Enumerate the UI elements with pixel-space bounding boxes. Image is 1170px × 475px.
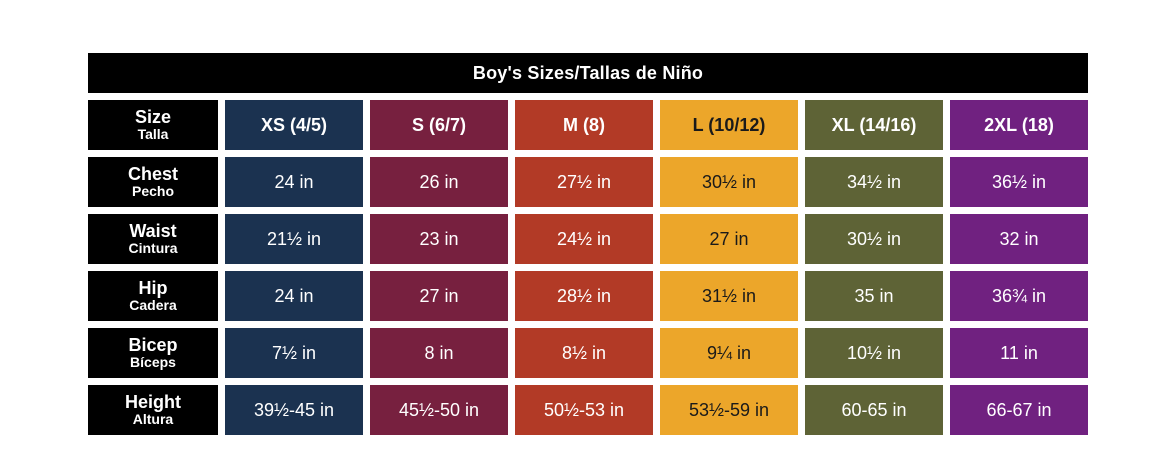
- cell-hip-xs: 24 in: [225, 271, 363, 321]
- row-label-chest: Chest Pecho: [88, 157, 218, 207]
- row-label-waist-en: Waist: [129, 221, 177, 242]
- row-label-bicep: Bicep Bíceps: [88, 328, 218, 378]
- cell-height-xl: 60-65 in: [805, 385, 943, 435]
- row-label-hip: Hip Cadera: [88, 271, 218, 321]
- cell-bicep-s: 8 in: [370, 328, 508, 378]
- row-label-height-en: Height: [125, 392, 181, 413]
- cell-bicep-xl: 10½ in: [805, 328, 943, 378]
- cell-chest-xl: 34½ in: [805, 157, 943, 207]
- cell-height-s: 45½-50 in: [370, 385, 508, 435]
- cell-height-l: 53½-59 in: [660, 385, 798, 435]
- corner-header-size: Size Talla: [88, 100, 218, 150]
- column-header-xs: XS (4/5): [225, 100, 363, 150]
- column-header-xl: XL (14/16): [805, 100, 943, 150]
- column-header-s: S (6/7): [370, 100, 508, 150]
- cell-height-m: 50½-53 in: [515, 385, 653, 435]
- cell-bicep-l: 9¼ in: [660, 328, 798, 378]
- row-label-waist: Waist Cintura: [88, 214, 218, 264]
- cell-hip-xl: 35 in: [805, 271, 943, 321]
- cell-hip-m: 28½ in: [515, 271, 653, 321]
- cell-waist-s: 23 in: [370, 214, 508, 264]
- cell-waist-m: 24½ in: [515, 214, 653, 264]
- table-title: Boy's Sizes/Tallas de Niño: [88, 53, 1088, 93]
- cell-hip-l: 31½ in: [660, 271, 798, 321]
- cell-chest-s: 26 in: [370, 157, 508, 207]
- cell-bicep-xs: 7½ in: [225, 328, 363, 378]
- cell-waist-xl: 30½ in: [805, 214, 943, 264]
- cell-height-2xl: 66-67 in: [950, 385, 1088, 435]
- cell-waist-xs: 21½ in: [225, 214, 363, 264]
- cell-bicep-2xl: 11 in: [950, 328, 1088, 378]
- size-table: Boy's Sizes/Tallas de Niño Size Talla XS…: [88, 53, 1088, 435]
- column-header-l: L (10/12): [660, 100, 798, 150]
- row-label-bicep-en: Bicep: [128, 335, 178, 356]
- cell-waist-2xl: 32 in: [950, 214, 1088, 264]
- cell-chest-m: 27½ in: [515, 157, 653, 207]
- row-label-waist-es: Cintura: [128, 240, 178, 257]
- cell-waist-l: 27 in: [660, 214, 798, 264]
- row-label-chest-es: Pecho: [131, 183, 174, 200]
- row-label-hip-es: Cadera: [129, 297, 177, 314]
- column-header-m: M (8): [515, 100, 653, 150]
- corner-header-label-es: Talla: [137, 126, 169, 143]
- cell-height-xs: 39½-45 in: [225, 385, 363, 435]
- column-header-2xl: 2XL (18): [950, 100, 1088, 150]
- row-label-chest-en: Chest: [127, 164, 178, 185]
- row-label-height: Height Altura: [88, 385, 218, 435]
- cell-hip-s: 27 in: [370, 271, 508, 321]
- corner-header-label-en: Size: [134, 107, 172, 128]
- cell-chest-l: 30½ in: [660, 157, 798, 207]
- row-label-hip-en: Hip: [138, 278, 168, 299]
- row-label-bicep-es: Bíceps: [130, 354, 176, 371]
- cell-chest-2xl: 36½ in: [950, 157, 1088, 207]
- cell-bicep-m: 8½ in: [515, 328, 653, 378]
- cell-hip-2xl: 36¾ in: [950, 271, 1088, 321]
- cell-chest-xs: 24 in: [225, 157, 363, 207]
- row-label-height-es: Altura: [132, 411, 174, 428]
